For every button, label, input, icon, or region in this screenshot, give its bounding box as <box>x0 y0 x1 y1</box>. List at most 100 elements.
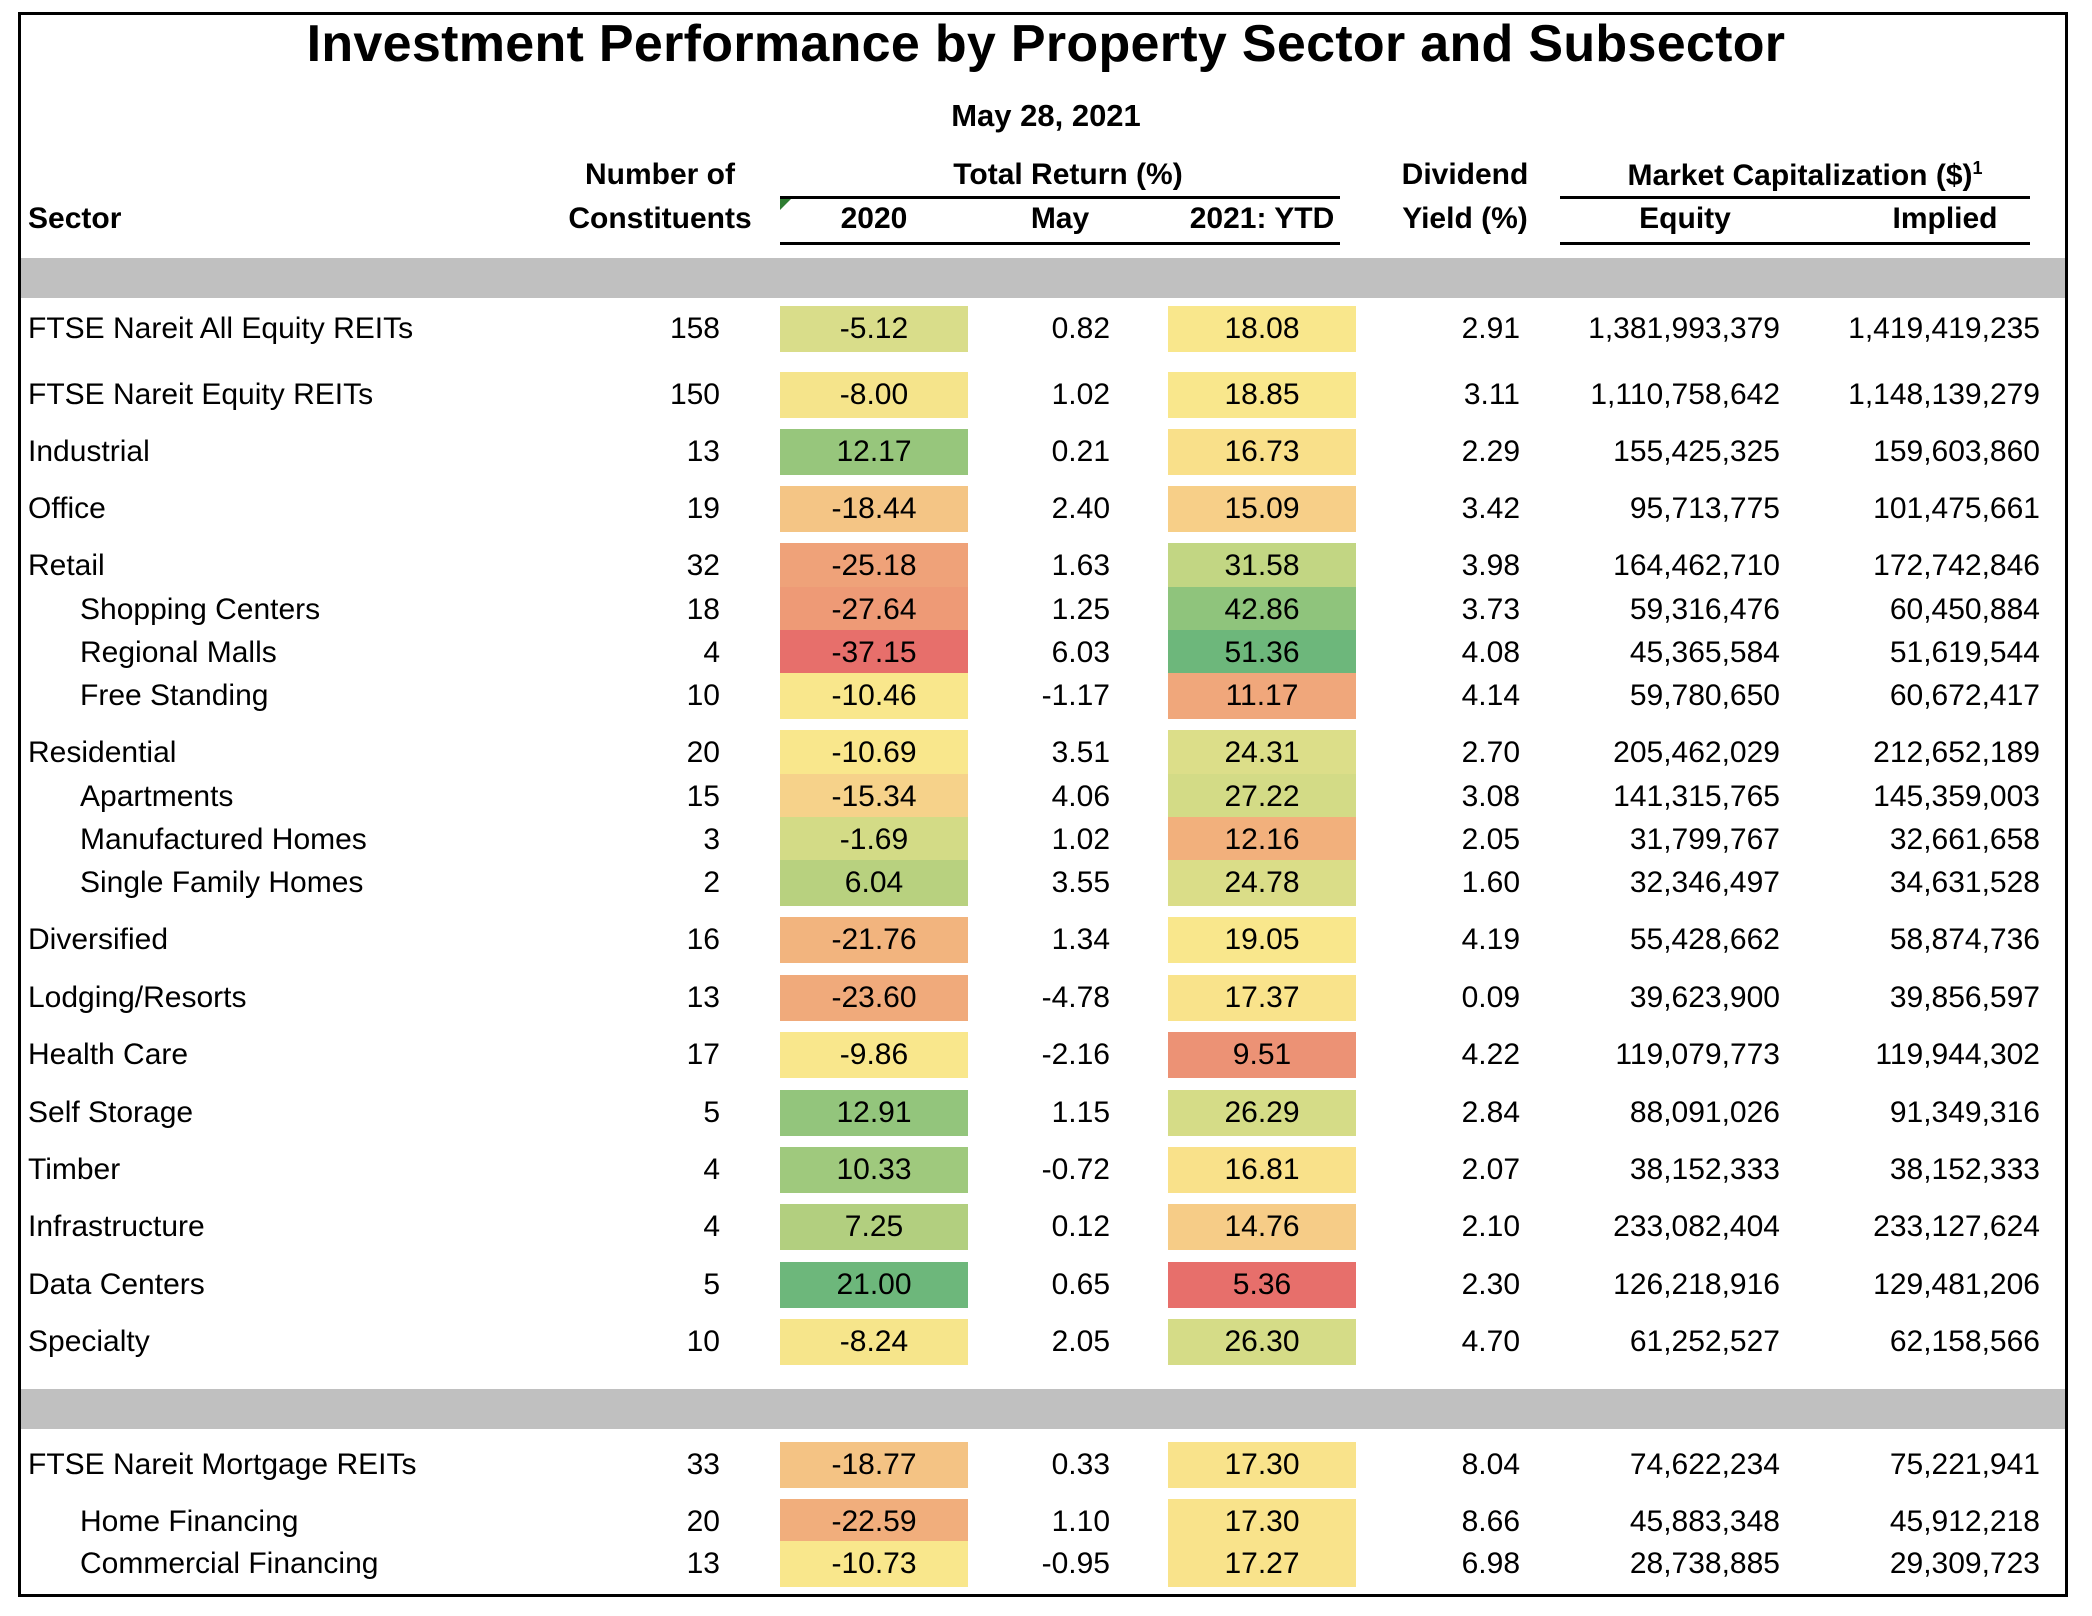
sector-name: Home Financing <box>80 1505 299 1538</box>
report-date: May 28, 2021 <box>951 98 1141 133</box>
constituents-count: 5 <box>703 1268 720 1301</box>
constituents-count: 13 <box>686 1547 720 1580</box>
constituents-count: 17 <box>686 1038 720 1071</box>
sector-name: Diversified <box>28 923 169 956</box>
sector-name: Commercial Financing <box>80 1547 379 1580</box>
header-dividend-line1: Dividend <box>1401 158 1529 191</box>
return-may: 1.25 <box>1051 593 1110 626</box>
header-constituents-line2: Constituents <box>568 202 752 235</box>
return-may: 2.05 <box>1051 1325 1110 1358</box>
market-cap-implied: 119,944,302 <box>1875 1038 2040 1071</box>
constituents-count: 20 <box>686 1505 720 1538</box>
return-may: 1.10 <box>1051 1505 1110 1538</box>
header-market-cap-underline <box>1560 196 2030 199</box>
market-cap-implied: 1,148,139,279 <box>1848 378 2040 411</box>
market-cap-equity: 45,365,584 <box>1629 636 1780 669</box>
market-cap-equity: 59,316,476 <box>1629 593 1780 626</box>
market-cap-implied: 39,856,597 <box>1889 981 2040 1014</box>
market-cap-equity: 59,780,650 <box>1629 679 1780 712</box>
market-cap-equity: 1,381,993,379 <box>1588 312 1780 345</box>
dividend-yield: 3.73 <box>1461 593 1520 626</box>
table-row: Home Financing 20 -22.59 1.10 17.30 8.66 45,88… <box>0 1499 2092 1545</box>
return-ytd-cell: 31.58 <box>1168 543 1356 589</box>
market-cap-implied: 1,419,419,235 <box>1848 312 2040 345</box>
return-may: -0.95 <box>1041 1547 1110 1580</box>
market-cap-implied: 38,152,333 <box>1889 1153 2040 1186</box>
market-cap-implied: 172,742,846 <box>1873 549 2040 582</box>
sector-name: Infrastructure <box>28 1210 205 1243</box>
market-cap-implied: 91,349,316 <box>1889 1096 2040 1129</box>
market-cap-implied: 62,158,566 <box>1889 1325 2040 1358</box>
return-ytd-cell: 18.85 <box>1168 372 1356 418</box>
constituents-count: 10 <box>686 1325 720 1358</box>
return-2020-cell: -10.73 <box>780 1541 968 1587</box>
constituents-count: 32 <box>686 549 720 582</box>
return-2020-cell: 12.17 <box>780 429 968 475</box>
constituents-count: 15 <box>686 780 720 813</box>
market-cap-implied: 233,127,624 <box>1873 1210 2040 1243</box>
table-row: FTSE Nareit Equity REITs 150 -8.00 1.02 18.8… <box>0 372 2092 418</box>
market-cap-implied: 58,874,736 <box>1889 923 2040 956</box>
return-ytd-cell: 24.78 <box>1168 860 1356 906</box>
sector-name: Apartments <box>80 780 234 813</box>
dividend-yield: 6.98 <box>1461 1547 1520 1580</box>
sector-name: Residential <box>28 736 177 769</box>
return-ytd-cell: 17.27 <box>1168 1541 1356 1587</box>
return-ytd-cell: 26.29 <box>1168 1090 1356 1136</box>
market-cap-equity: 119,079,773 <box>1615 1038 1780 1071</box>
header-equity: Equity <box>1639 202 1731 235</box>
dividend-yield: 4.14 <box>1461 679 1520 712</box>
return-2020-cell: -22.59 <box>780 1499 968 1545</box>
constituents-count: 4 <box>703 1210 720 1243</box>
constituents-count: 158 <box>669 312 720 345</box>
header-total-return: Total Return (%) <box>953 158 1183 191</box>
sector-name: Industrial <box>28 435 150 468</box>
dividend-yield: 4.08 <box>1461 636 1520 669</box>
market-cap-equity: 61,252,527 <box>1629 1325 1780 1358</box>
constituents-count: 13 <box>686 435 720 468</box>
market-cap-equity: 164,462,710 <box>1613 549 1780 582</box>
section-separator-mortgage <box>21 1389 2065 1429</box>
constituents-count: 150 <box>669 378 720 411</box>
return-ytd-cell: 12.16 <box>1168 817 1356 863</box>
dividend-yield: 3.42 <box>1461 492 1520 525</box>
return-2020-cell: -10.69 <box>780 730 968 776</box>
return-may: 0.21 <box>1051 435 1110 468</box>
return-2020-cell: -21.76 <box>780 917 968 963</box>
return-may: 0.65 <box>1051 1268 1110 1301</box>
market-cap-equity: 126,218,916 <box>1613 1268 1780 1301</box>
return-may: -2.16 <box>1041 1038 1110 1071</box>
table-row: Infrastructure 4 7.25 0.12 14.76 2.10 233,082,… <box>0 1204 2092 1250</box>
market-cap-implied: 60,672,417 <box>1889 679 2040 712</box>
sector-name: Timber <box>28 1153 121 1186</box>
market-cap-implied: 32,661,658 <box>1889 823 2040 856</box>
market-cap-implied: 101,475,661 <box>1873 492 2040 525</box>
table-row: Apartments 15 -15.34 4.06 27.22 3.08 141,315,7… <box>0 774 2092 820</box>
return-may: 0.82 <box>1051 312 1110 345</box>
sector-name: FTSE Nareit Equity REITs <box>28 378 374 411</box>
header-ytd: 2021: YTD <box>1189 202 1335 235</box>
constituents-count: 20 <box>686 736 720 769</box>
sector-name: Lodging/Resorts <box>28 981 247 1014</box>
dividend-yield: 2.84 <box>1461 1096 1520 1129</box>
table-row: FTSE Nareit Mortgage REITs 33 -18.77 0.33 17… <box>0 1442 2092 1488</box>
table-row: Health Care 17 -9.86 -2.16 9.51 4.22 119,079,7… <box>0 1032 2092 1078</box>
return-ytd-cell: 17.37 <box>1168 975 1356 1021</box>
sector-name: Specialty <box>28 1325 150 1358</box>
market-cap-equity: 1,110,758,642 <box>1590 378 1780 411</box>
dividend-yield: 8.66 <box>1461 1505 1520 1538</box>
dividend-yield: 3.11 <box>1463 378 1520 411</box>
sector-name: Free Standing <box>80 679 269 712</box>
market-cap-implied: 29,309,723 <box>1889 1547 2040 1580</box>
header-market-cap: Market Capitalization ($)1 <box>1560 158 2050 193</box>
table-row: Residential 20 -10.69 3.51 24.31 2.70 205,462,… <box>0 730 2092 776</box>
market-cap-equity: 55,428,662 <box>1629 923 1780 956</box>
sector-name: Shopping Centers <box>80 593 321 626</box>
table-row: Commercial Financing 13 -10.73 -0.95 17.27 6.… <box>0 1541 2092 1587</box>
dividend-yield: 8.04 <box>1461 1448 1520 1481</box>
market-cap-equity: 88,091,026 <box>1629 1096 1780 1129</box>
market-cap-implied: 75,221,941 <box>1889 1448 2040 1481</box>
return-2020-cell: -1.69 <box>780 817 968 863</box>
header-returns-bottom-line <box>780 242 1340 245</box>
return-may: 1.63 <box>1051 549 1110 582</box>
